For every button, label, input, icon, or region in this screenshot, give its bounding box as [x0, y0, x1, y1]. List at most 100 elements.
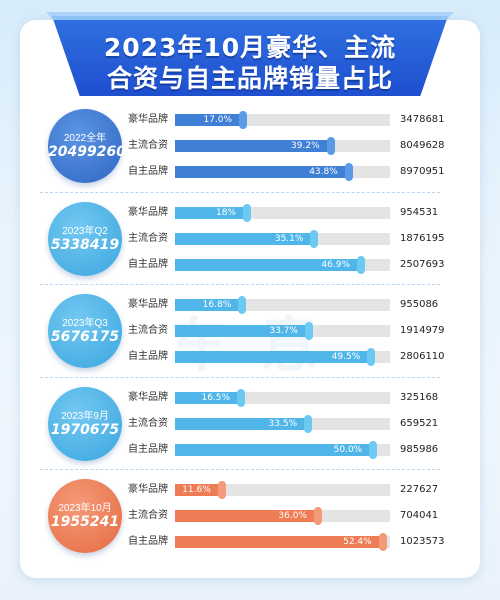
- period-label: 2023年9月: [61, 411, 109, 422]
- bar: 46.9%: [175, 256, 366, 274]
- sales-count: 1914979: [400, 325, 445, 336]
- category-label: 豪华品牌: [128, 392, 168, 403]
- period-label: 2022全年: [63, 133, 107, 144]
- category-label: 主流合资: [128, 140, 168, 151]
- bar-track: 49.5%: [175, 348, 390, 366]
- bar-percent-label: 16.8%: [202, 300, 232, 310]
- sales-count: 3478681: [400, 114, 445, 125]
- period-label: 2023年10月: [58, 503, 112, 514]
- sales-count: 8970951: [400, 166, 445, 177]
- bar-end-cap: [314, 507, 323, 525]
- bar-end-cap: [344, 163, 353, 181]
- period-section: 2023年Q2 5338419 豪华品牌 18% 954531 主流合资 35.1% 1876…: [0, 198, 500, 278]
- category-label: 主流合资: [128, 418, 168, 429]
- bar-percent-label: 39.2%: [291, 141, 320, 151]
- period-total-badge: 2023年Q2 5338419: [48, 202, 122, 276]
- bar: 49.5%: [175, 348, 376, 366]
- bar-percent-label: 36.0%: [278, 511, 308, 521]
- category-label: 主流合资: [128, 233, 168, 244]
- category-label: 豪华品牌: [128, 299, 168, 310]
- bar-percent-label: 18%: [215, 208, 236, 218]
- section-divider: [40, 192, 440, 193]
- period-total-badge: 2023年9月 1970675: [48, 387, 122, 461]
- period-total: 20499260: [48, 144, 126, 160]
- period-total-badge: 2023年10月 1955241: [48, 479, 122, 553]
- bar-track: 11.6%: [175, 481, 390, 499]
- bar-end-cap: [243, 204, 251, 222]
- chart-title-line2: 合资与自主品牌销量占比: [106, 64, 393, 93]
- bar-end-cap: [378, 533, 387, 551]
- period-total-badge: 2022全年 20499260: [48, 109, 126, 183]
- period-total: 5338419: [50, 237, 120, 253]
- bar: 50.0%: [175, 441, 378, 459]
- bar-track: 46.9%: [175, 256, 390, 274]
- period-total: 5676175: [50, 329, 120, 345]
- bar-track: 33.7%: [175, 322, 390, 340]
- bar-end-cap: [304, 415, 313, 433]
- category-label: 主流合资: [128, 325, 168, 336]
- sales-count: 955086: [400, 299, 439, 310]
- bar-end-cap: [217, 481, 226, 499]
- bar-track: 33.5%: [175, 415, 390, 433]
- period-total: 1970675: [50, 422, 120, 438]
- bar-percent-label: 52.4%: [343, 537, 372, 547]
- sales-count: 985986: [400, 444, 439, 455]
- bar-end-cap: [237, 389, 246, 407]
- period-section: 2023年9月 1970675 豪华品牌 16.5% 325168 主流合资 33.5% 65…: [0, 383, 500, 463]
- bar-track: 50.0%: [175, 441, 390, 459]
- bar: 39.2%: [175, 137, 335, 155]
- bar-track: 18%: [175, 204, 390, 222]
- bar-track: 17.0%: [175, 111, 390, 129]
- chart-title-line1: 2023年10月豪华、主流: [103, 33, 397, 62]
- bar: 17.0%: [175, 111, 248, 129]
- bar-percent-label: 43.8%: [309, 167, 338, 177]
- bar: 33.5%: [175, 415, 313, 433]
- period-section: 2023年10月 1955241 豪华品牌 11.6% 227627 主流合资 36.0% 7…: [0, 475, 500, 555]
- bar-track: 16.8%: [175, 296, 390, 314]
- bar-track: 43.8%: [175, 163, 390, 181]
- bar-end-cap: [326, 137, 335, 155]
- bar-percent-label: 46.9%: [321, 260, 351, 270]
- period-section: 2022全年 20499260 豪华品牌 17.0% 3478681 主流合资 39.2% 8…: [0, 105, 500, 185]
- bar: 18%: [175, 204, 251, 222]
- period-section: 2023年Q3 5676175 豪华品牌 16.8% 955086 主流合资 33.7% 19…: [0, 290, 500, 370]
- sales-count: 1023573: [400, 536, 445, 547]
- bar-percent-label: 33.7%: [269, 326, 298, 336]
- period-label: 2023年Q3: [62, 318, 108, 329]
- bar: 33.7%: [175, 322, 313, 340]
- sales-count: 954531: [400, 207, 439, 218]
- bar-track: 52.4%: [175, 533, 390, 551]
- period-label: 2023年Q2: [62, 226, 108, 237]
- bar-end-cap: [369, 441, 378, 459]
- section-divider: [40, 469, 440, 470]
- bar: 16.5%: [175, 389, 246, 407]
- bar-percent-label: 49.5%: [331, 352, 361, 362]
- bar-end-cap: [239, 111, 248, 129]
- bar-track: 36.0%: [175, 507, 390, 525]
- bar: 16.8%: [175, 296, 247, 314]
- section-divider: [40, 284, 440, 285]
- bar-percent-label: 16.5%: [201, 393, 231, 403]
- bar-end-cap: [238, 296, 247, 314]
- sales-count: 8049628: [400, 140, 445, 151]
- period-total-badge: 2023年Q3 5676175: [48, 294, 122, 368]
- bar-track: 39.2%: [175, 137, 390, 155]
- sales-count: 659521: [400, 418, 439, 429]
- category-label: 主流合资: [128, 510, 168, 521]
- period-total: 1955241: [50, 514, 120, 530]
- category-label: 自主品牌: [128, 536, 168, 547]
- bar-percent-label: 17.0%: [203, 115, 233, 125]
- sales-count: 704041: [400, 510, 439, 521]
- section-divider: [40, 377, 440, 378]
- bar-end-cap: [367, 348, 376, 366]
- category-label: 豪华品牌: [128, 207, 168, 218]
- bar: 43.8%: [175, 163, 353, 181]
- watermark: 车 意: [170, 311, 325, 379]
- bar-end-cap: [304, 322, 313, 340]
- bar: 52.4%: [175, 533, 387, 551]
- sales-count: 227627: [400, 484, 439, 495]
- bar-percent-label: 35.1%: [274, 234, 304, 244]
- bar: 11.6%: [175, 481, 226, 499]
- bar-track: 16.5%: [175, 389, 390, 407]
- category-label: 自主品牌: [128, 444, 168, 455]
